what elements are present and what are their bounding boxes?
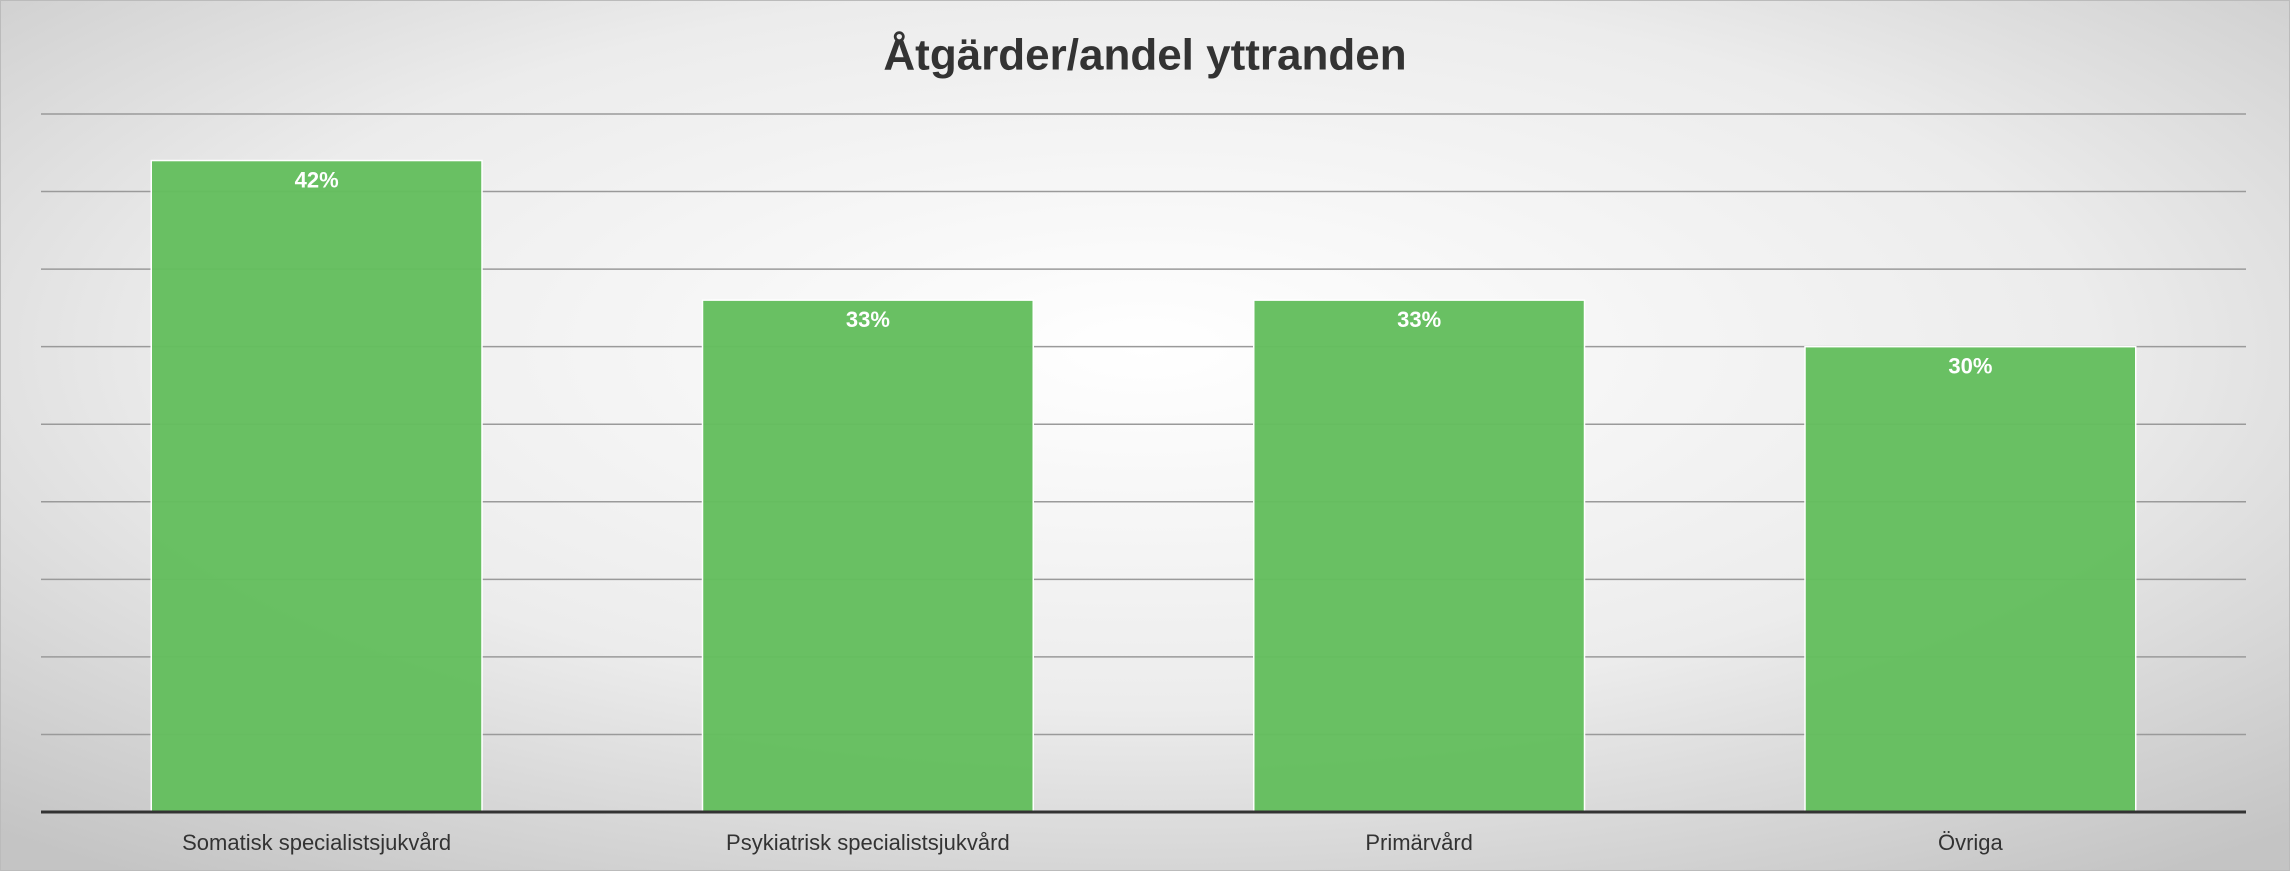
- data-label: 33%: [1397, 307, 1441, 332]
- bar: [1804, 345, 2137, 813]
- x-tick-label: Primärvård: [1365, 830, 1473, 855]
- data-label: 33%: [846, 307, 890, 332]
- x-tick-label: Somatisk specialistsjukvård: [182, 830, 451, 855]
- chart-title: Åtgärder/andel yttranden: [883, 31, 1406, 80]
- bar: [150, 159, 483, 813]
- bar: [1253, 299, 1586, 813]
- bar: [701, 299, 1034, 813]
- data-label: 30%: [1948, 353, 1992, 378]
- data-label: 42%: [295, 167, 339, 192]
- x-tick-label: Övriga: [1938, 830, 2004, 855]
- x-tick-label: Psykiatrisk specialistsjukvård: [726, 830, 1010, 855]
